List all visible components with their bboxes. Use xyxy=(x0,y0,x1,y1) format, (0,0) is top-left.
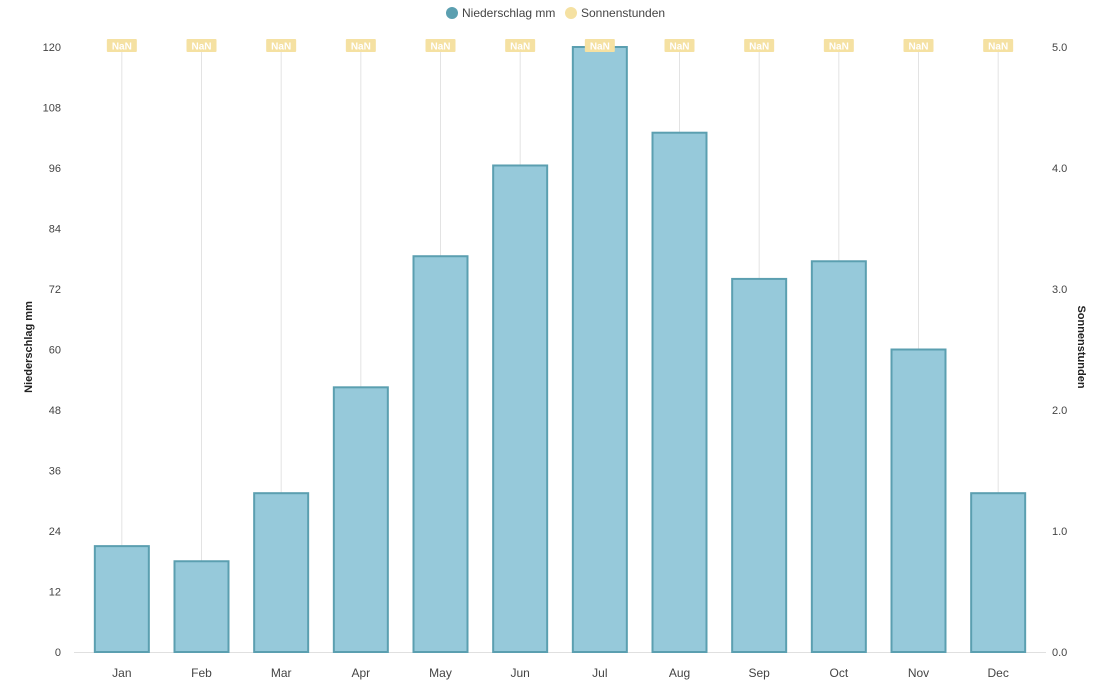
x-tick-label: Jan xyxy=(112,666,131,680)
bar[interactable] xyxy=(970,492,1027,653)
x-tick-label: Feb xyxy=(191,666,212,680)
legend-item[interactable]: Sonnenstunden xyxy=(565,6,665,20)
y-tick-label-left: 96 xyxy=(49,163,61,175)
bar[interactable] xyxy=(890,348,947,653)
data-label: NaN xyxy=(908,42,928,53)
y-axis-title-left: Niederschlag mm xyxy=(23,301,35,393)
data-label-box xyxy=(664,39,695,52)
y-tick-label-left: 120 xyxy=(43,42,61,54)
data-label-box xyxy=(744,39,775,52)
data-label: NaN xyxy=(510,42,530,53)
data-label: NaN xyxy=(749,42,769,53)
data-label-box xyxy=(266,39,297,52)
y-tick-label-left: 108 xyxy=(43,103,61,115)
data-label-box xyxy=(186,39,217,52)
bar[interactable] xyxy=(173,560,230,653)
data-label: NaN xyxy=(112,42,132,53)
bar[interactable] xyxy=(253,492,310,653)
x-axis-categories: Jan Feb Mar Apr May Jun Jul Aug Sep Oct Nov Dec xyxy=(112,666,1009,680)
x-tick-label: Apr xyxy=(351,666,370,680)
x-tick-label: Sep xyxy=(748,666,770,680)
x-tick-label: May xyxy=(429,666,452,680)
x-tick-label: Jul xyxy=(592,666,607,680)
y-tick-label-left: 0 xyxy=(55,647,61,659)
y-axis-title-right: Sonnenstunden xyxy=(1075,305,1087,388)
legend-swatch xyxy=(446,7,458,19)
data-label-box xyxy=(983,39,1014,52)
bar-series-niederschlag xyxy=(93,46,1027,654)
legend-label: Niederschlag mm xyxy=(462,6,555,20)
data-label-box xyxy=(823,39,854,52)
sonnenstunden-data-labels: NaN NaN NaN NaN NaN NaN NaN NaN NaN NaN NaN NaN xyxy=(106,39,1014,53)
x-tick-label: Dec xyxy=(987,666,1008,680)
data-label: NaN xyxy=(430,42,450,53)
bar[interactable] xyxy=(731,277,788,653)
legend-item[interactable]: Niederschlag mm xyxy=(446,6,555,20)
data-label-box xyxy=(505,39,536,52)
y-tick-label-right: 3.0 xyxy=(1052,284,1067,296)
data-label-box xyxy=(345,39,376,52)
y-tick-label-left: 60 xyxy=(49,345,61,357)
bar[interactable] xyxy=(492,164,549,654)
x-tick-label: Oct xyxy=(829,666,848,680)
data-label-box xyxy=(425,39,456,52)
data-label-box xyxy=(106,39,137,52)
y-axis-right-ticks: 0.0 1.0 2.0 3.0 4.0 5.0 xyxy=(1052,42,1067,659)
y-tick-label-right: 2.0 xyxy=(1052,405,1067,417)
y-tick-label-right: 0.0 xyxy=(1052,647,1067,659)
x-tick-label: Nov xyxy=(908,666,929,680)
y-tick-label-left: 84 xyxy=(49,224,61,236)
data-label-box xyxy=(903,39,934,52)
legend-label: Sonnenstunden xyxy=(581,6,665,20)
y-tick-label-left: 12 xyxy=(49,587,61,599)
data-label: NaN xyxy=(669,42,689,53)
y-tick-label-right: 4.0 xyxy=(1052,163,1067,175)
y-tick-label-right: 5.0 xyxy=(1052,42,1067,54)
bar[interactable] xyxy=(412,255,469,653)
bar[interactable] xyxy=(93,545,150,653)
data-label: NaN xyxy=(191,42,211,53)
data-label: NaN xyxy=(271,42,291,53)
data-label: NaN xyxy=(351,42,371,53)
data-label: NaN xyxy=(988,42,1008,53)
x-tick-label: Jun xyxy=(510,666,529,680)
data-label: NaN xyxy=(590,42,610,53)
data-label-box xyxy=(584,39,615,52)
y-axis-left-ticks: 0 12 24 36 48 60 72 84 96 108 120 xyxy=(43,42,61,659)
y-tick-label-left: 72 xyxy=(49,284,61,296)
bar[interactable] xyxy=(332,386,389,653)
y-tick-label-left: 48 xyxy=(49,405,61,417)
x-tick-label: Mar xyxy=(271,666,292,680)
y-tick-label-right: 1.0 xyxy=(1052,526,1067,538)
legend-swatch xyxy=(565,7,577,19)
data-label: NaN xyxy=(829,42,849,53)
bar[interactable] xyxy=(571,46,628,653)
y-tick-label-left: 36 xyxy=(49,466,61,478)
bar[interactable] xyxy=(651,131,708,654)
x-tick-label: Aug xyxy=(669,666,690,680)
bar[interactable] xyxy=(810,260,867,653)
y-tick-label-left: 24 xyxy=(49,526,61,538)
legend: Niederschlag mm Sonnenstunden xyxy=(446,6,665,20)
